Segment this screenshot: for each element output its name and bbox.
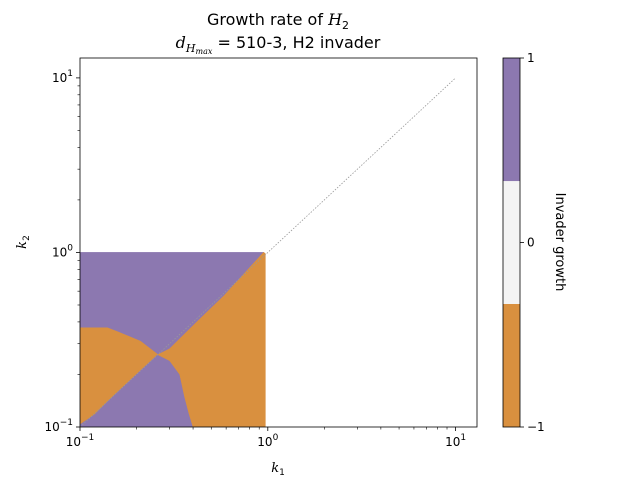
y-axis-label: k2	[15, 235, 32, 249]
chart-title-line2: dHmax = 510-3, H2 invader	[176, 33, 381, 56]
colorbar-band	[503, 181, 520, 304]
x-axis-ticks: 10−1 100 101	[66, 427, 466, 449]
colorbar-tick-label: 1	[527, 51, 535, 65]
chart-title-line1: Growth rate of H2	[207, 10, 349, 32]
diagonal-reference-line	[79, 77, 456, 428]
x-tick-label: 101	[445, 433, 466, 449]
colorbar-tick-label: 0	[527, 236, 535, 250]
y-tick-label: 10−1	[44, 418, 73, 434]
colorbar-ticks: 1 0 −1	[520, 51, 545, 434]
heatmap-region-negative-growth	[157, 252, 266, 427]
x-axis-label: k1	[271, 461, 285, 478]
x-tick-label: 100	[257, 433, 278, 449]
y-axis-ticks: 10−1 100 101	[44, 69, 80, 434]
colorbar-band	[503, 303, 520, 427]
plot-frame	[79, 57, 478, 428]
colorbar-tick-label: −1	[527, 420, 545, 434]
colorbar	[503, 58, 520, 427]
y-tick-label: 100	[52, 243, 73, 259]
x-tick-label: 10−1	[66, 433, 95, 449]
y-tick-label: 101	[52, 69, 73, 85]
colorbar-band	[503, 58, 520, 182]
heatmap-regions	[80, 252, 266, 427]
colorbar-label: Invader growth	[552, 193, 567, 292]
